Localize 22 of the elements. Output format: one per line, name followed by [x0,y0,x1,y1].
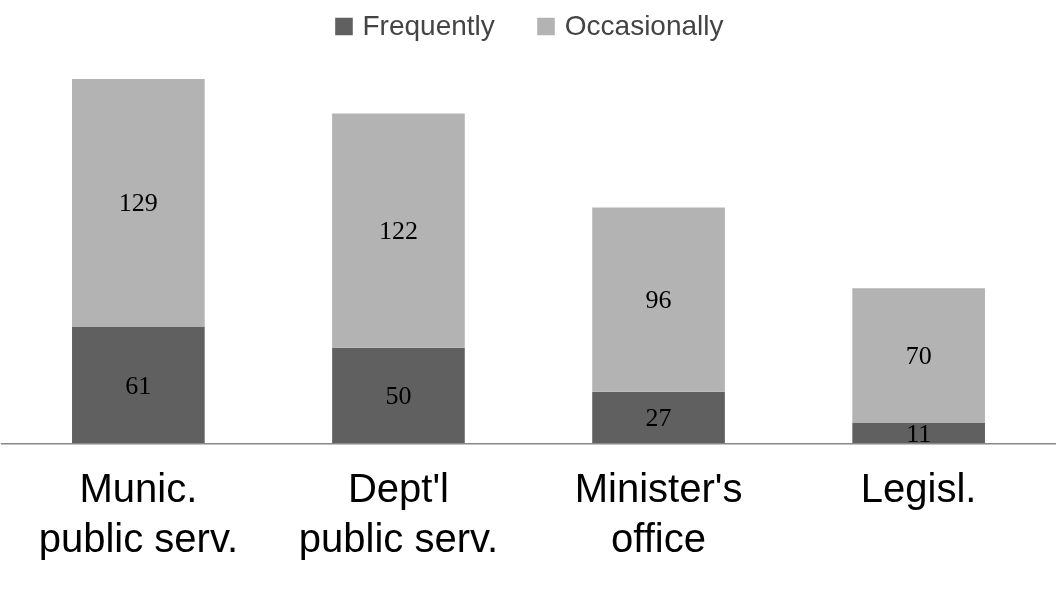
legend-label: Frequently [362,10,495,42]
x-tick-label: Munic. public serv. [38,465,239,561]
data-label: 122 [378,216,418,246]
x-tick-label: Legisl. [860,465,977,510]
x-tick-label: Dept'l public serv. [298,465,499,561]
bar [72,326,205,444]
legend-label: Occasionally [564,10,724,42]
data-label: 96 [645,285,672,315]
data-label: 50 [385,381,412,411]
data-label: 11 [906,418,932,448]
bar [592,391,725,444]
bar [852,422,985,444]
bar [332,347,465,444]
data-label: 129 [118,188,158,218]
bar [72,78,205,327]
bar [332,113,465,348]
data-label: 70 [905,340,932,370]
x-tick-label: Minister's office [574,465,743,561]
data-label: 27 [645,403,672,433]
bar [852,288,985,423]
bar [592,207,725,392]
data-label: 61 [125,370,152,400]
